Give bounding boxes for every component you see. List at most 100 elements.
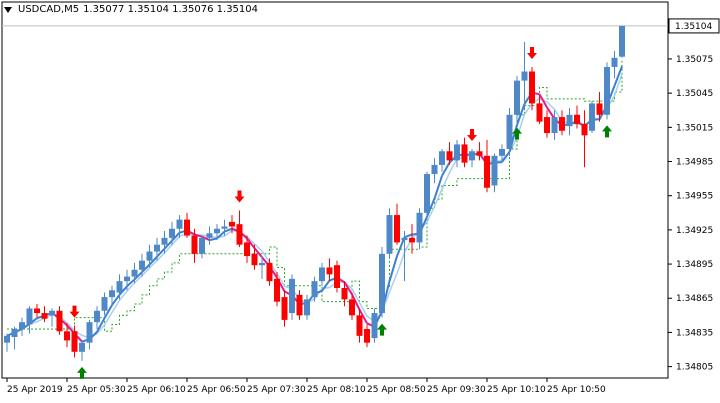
candle[interactable] [34, 303, 40, 318]
candle[interactable] [289, 274, 295, 320]
candle-body [154, 244, 160, 252]
candle[interactable] [296, 290, 303, 320]
candle[interactable] [469, 148, 475, 168]
candle[interactable] [311, 276, 318, 302]
candle[interactable] [589, 101, 595, 134]
candle[interactable] [86, 319, 93, 350]
candle[interactable] [574, 105, 580, 129]
candle[interactable] [499, 144, 505, 163]
candle[interactable] [139, 253, 145, 277]
candle[interactable] [319, 262, 325, 286]
candle[interactable] [266, 258, 273, 286]
candle[interactable] [41, 306, 48, 323]
candle[interactable] [611, 50, 618, 79]
candle[interactable] [79, 340, 85, 361]
ma-segment [96, 317, 106, 333]
candle[interactable] [214, 224, 220, 241]
candle[interactable] [251, 244, 258, 270]
current-price-box [668, 18, 720, 34]
candle[interactable] [506, 107, 513, 156]
candle[interactable] [386, 208, 393, 259]
candle[interactable] [101, 292, 108, 316]
candle[interactable] [146, 244, 153, 268]
candle[interactable] [326, 258, 333, 282]
candle[interactable] [409, 224, 415, 254]
candle[interactable] [221, 219, 228, 236]
candle[interactable] [304, 294, 310, 320]
candle[interactable] [64, 323, 70, 348]
candle[interactable] [274, 272, 280, 307]
candle[interactable] [191, 228, 198, 263]
candle[interactable] [334, 260, 340, 293]
candle-body [476, 151, 483, 156]
ma-segment [441, 162, 451, 177]
candle[interactable] [236, 210, 243, 247]
candle[interactable] [49, 308, 55, 327]
candle-body [356, 315, 363, 336]
candle-body [446, 151, 453, 161]
candle[interactable] [169, 221, 175, 245]
ma-segment [209, 237, 218, 242]
candle[interactable] [109, 285, 115, 307]
candle[interactable] [454, 139, 460, 168]
candle[interactable] [424, 171, 430, 220]
candle-body [116, 281, 123, 293]
candle-body [4, 335, 10, 343]
candle[interactable] [244, 235, 250, 263]
candle[interactable] [394, 203, 400, 245]
candle[interactable] [26, 306, 33, 334]
candle[interactable] [416, 208, 423, 250]
candle[interactable] [349, 292, 355, 320]
candle[interactable] [514, 76, 520, 122]
candle[interactable] [529, 66, 535, 111]
candle[interactable] [356, 308, 363, 343]
candle[interactable] [206, 226, 213, 245]
candle[interactable] [341, 281, 348, 307]
candle[interactable] [379, 246, 385, 318]
candle[interactable] [431, 158, 438, 184]
candle[interactable] [559, 110, 565, 136]
candle-body [454, 144, 460, 161]
dropdown-triangle-icon[interactable] [4, 6, 12, 13]
ma-segment [351, 293, 361, 311]
candle[interactable] [131, 262, 138, 284]
candle-body [469, 151, 475, 161]
candle[interactable] [364, 324, 370, 348]
candle[interactable] [184, 212, 190, 238]
candle[interactable] [19, 317, 25, 336]
candle[interactable] [281, 290, 288, 327]
candle[interactable] [259, 256, 265, 279]
candle[interactable] [199, 235, 205, 259]
candle[interactable] [521, 41, 528, 111]
candle[interactable] [604, 62, 610, 120]
candle[interactable] [371, 308, 378, 343]
candle-body [529, 71, 535, 104]
candle[interactable] [154, 237, 160, 261]
candle[interactable] [56, 306, 63, 335]
candle[interactable] [71, 325, 78, 358]
candle[interactable] [439, 148, 445, 172]
candle[interactable] [484, 139, 490, 193]
candle[interactable] [401, 231, 408, 282]
candle[interactable] [619, 25, 625, 58]
candle[interactable] [596, 92, 603, 122]
candle[interactable] [161, 231, 168, 254]
candle[interactable] [544, 110, 550, 138]
candle[interactable] [446, 142, 453, 165]
candle[interactable] [4, 333, 10, 352]
candle[interactable] [176, 215, 183, 238]
candle[interactable] [491, 153, 498, 193]
candle[interactable] [581, 110, 588, 168]
candle[interactable] [461, 137, 468, 168]
candle[interactable] [476, 142, 483, 161]
candle[interactable] [94, 306, 100, 330]
candle[interactable] [536, 96, 543, 124]
candle[interactable] [566, 107, 573, 136]
candle[interactable] [116, 274, 123, 300]
candle[interactable] [229, 215, 235, 234]
candle[interactable] [124, 269, 130, 291]
candle[interactable] [11, 326, 18, 350]
candle[interactable] [551, 110, 558, 140]
